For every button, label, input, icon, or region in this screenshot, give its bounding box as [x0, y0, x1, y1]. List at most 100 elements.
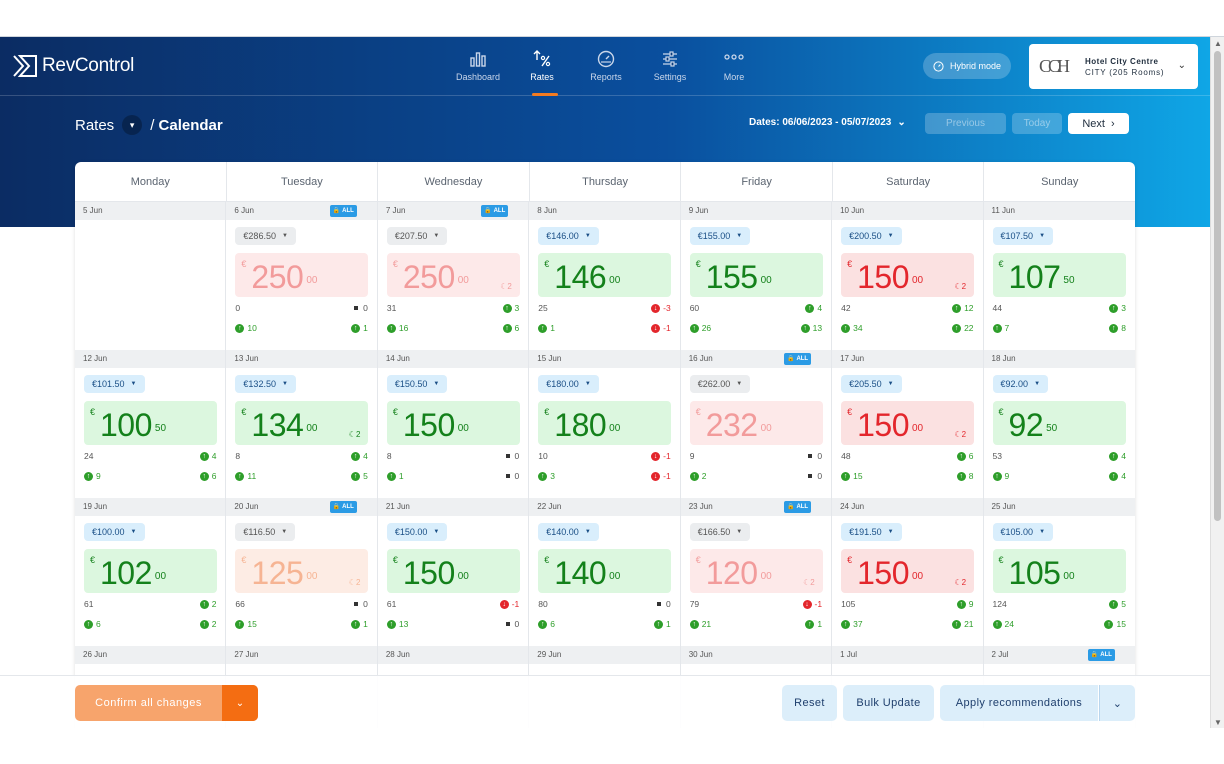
current-rate-input[interactable]: €92 50 — [992, 401, 1126, 445]
confirm-all-changes-button[interactable]: Confirm all changes ⌄ — [75, 685, 258, 721]
nav-dashboard[interactable]: Dashboard — [446, 37, 510, 96]
recommended-rate-dropdown[interactable]: €140.00 ▼ — [538, 523, 599, 541]
day-cell[interactable]: 13 Jun €132.50 ▼ €134 00 ☾2 8 ↑ 4 ↑ 11 ↑ 5 — [226, 350, 378, 498]
app-logo[interactable]: RevControl — [12, 53, 134, 79]
day-cell[interactable]: 10 Jun €200.50 ▼ €150 00 ☾2 42 ↑ 12 ↑ 34 ↑ 22 — [832, 202, 984, 350]
vertical-scrollbar[interactable]: ▲ ▼ — [1210, 37, 1224, 728]
current-rate-input[interactable]: €232 00 — [689, 401, 823, 445]
trend-up-icon: ↑ — [992, 619, 1002, 629]
day-cell[interactable]: 23 Jun 🔒 ALL €166.50 ▼ €120 00 ☾2 79 ↓ -1 ↑ 21 ↑ 1 — [680, 498, 833, 646]
current-rate-input[interactable]: €150 00 ☾2 — [841, 253, 975, 297]
bulk-update-button[interactable]: Bulk Update — [843, 685, 934, 721]
current-rate-input[interactable]: €250 00 — [235, 253, 369, 297]
scroll-thumb[interactable] — [1214, 51, 1221, 521]
current-rate-input[interactable]: €140 00 — [538, 549, 672, 593]
previous-button[interactable]: Previous — [925, 113, 1006, 134]
trend-up-icon: ↑ — [235, 323, 245, 333]
current-rate-input[interactable]: €100 50 — [84, 401, 217, 445]
current-rate-input[interactable]: €150 00 — [386, 401, 520, 445]
day-cell[interactable]: 6 Jun 🔒 ALL €286.50 ▼ €250 00 0 0 ↑ 10 ↑ 1 — [226, 202, 378, 350]
day-cell[interactable]: 17 Jun €205.50 ▼ €150 00 ☾2 48 ↑ 6 ↑ 15 ↑ 8 — [832, 350, 984, 498]
current-rate-input[interactable]: €107 50 — [992, 253, 1126, 297]
day-cell[interactable]: 12 Jun €101.50 ▼ €100 50 24 ↑ 4 ↑ 9 ↑ 6 — [75, 350, 227, 498]
trend-up-icon: ↑ — [386, 471, 396, 481]
recommended-rate-dropdown[interactable]: €100.00 ▼ — [84, 523, 145, 541]
day-cell[interactable]: 8 Jun €146.00 ▼ €146 00 25 ↓ -3 ↑ 1 ↓ -1 — [529, 202, 681, 350]
day-cell[interactable]: 22 Jun €140.00 ▼ €140 00 80 0 ↑ 6 ↑ 1 — [529, 498, 681, 646]
day-cell[interactable]: 5 Jun — [75, 202, 227, 350]
recommended-rate-dropdown[interactable]: €132.50 ▼ — [235, 375, 296, 393]
chevron-down-icon[interactable]: ⌄ — [222, 685, 258, 721]
day-cell[interactable]: 7 Jun 🔒 ALL €207.50 ▼ €250 00 ☾2 31 ↑ 3 ↑ 16 ↑ 6 — [377, 202, 530, 350]
lock-all-badge[interactable]: 🔒 ALL — [783, 353, 812, 365]
current-rate-input[interactable]: €150 00 — [386, 549, 520, 593]
day-cell[interactable]: 21 Jun €150.00 ▼ €150 00 61 ↓ -1 ↑ 13 0 — [377, 498, 530, 646]
day-cell[interactable]: 24 Jun €191.50 ▼ €150 00 ☾2 105 ↑ 9 ↑ 37 ↑ 21 — [832, 498, 984, 646]
recommended-rate-dropdown[interactable]: €116.50 ▼ — [235, 523, 296, 541]
scroll-down-icon[interactable]: ▼ — [1214, 718, 1222, 727]
breadcrumb-rates[interactable]: Rates — [75, 116, 115, 134]
chevron-down-icon[interactable]: ▾ — [122, 115, 143, 135]
current-rate-input[interactable]: €120 00 ☾2 — [689, 549, 823, 593]
day-cell[interactable]: 2 Jul 🔒 ALL — [983, 646, 1135, 728]
chevron-down-icon[interactable]: ⌄ — [1099, 685, 1135, 721]
current-rate-input[interactable]: €146 00 — [538, 253, 672, 297]
day-cell[interactable]: 9 Jun €155.00 ▼ €155 00 60 ↑ 4 ↑ 26 ↑ 13 — [680, 202, 833, 350]
day-cell[interactable]: 11 Jun €107.50 ▼ €107 50 44 ↑ 3 ↑ 7 ↑ 8 — [983, 202, 1135, 350]
recommended-rate-dropdown[interactable]: €200.50 ▼ — [841, 227, 902, 245]
day-cell[interactable]: 15 Jun €180.00 ▼ €180 00 10 ↓ -1 ↑ 3 ↓ -1 — [529, 350, 681, 498]
current-rate-input[interactable]: €102 00 — [84, 549, 217, 593]
day-cell[interactable]: 20 Jun 🔒 ALL €116.50 ▼ €125 00 ☾2 66 0 ↑ 15 ↑ 1 — [226, 498, 378, 646]
current-rate-input[interactable]: €155 00 — [689, 253, 823, 297]
pickup-change: 5 — [363, 471, 368, 481]
recommended-rate-dropdown[interactable]: €262.00 ▼ — [689, 375, 751, 393]
recommended-rate-dropdown[interactable]: €107.50 ▼ — [992, 227, 1054, 245]
nav-reports[interactable]: Reports — [574, 37, 638, 96]
recommended-rate-dropdown[interactable]: €207.50 ▼ — [386, 227, 448, 245]
current-rate-input[interactable]: €105 00 — [992, 549, 1126, 593]
day-cell[interactable]: 18 Jun €92.00 ▼ €92 50 53 ↑ 4 ↑ 9 ↑ 4 — [983, 350, 1135, 498]
recommended-rate-dropdown[interactable]: €166.50 ▼ — [689, 523, 751, 541]
hotel-selector[interactable]: CCH Hotel City Centre CITY (205 Rooms) ⌄ — [1029, 44, 1198, 89]
recommended-rate-dropdown[interactable]: €101.50 ▼ — [84, 375, 145, 393]
date-range-selector[interactable]: Dates: 06/06/2023 - 05/07/2023 ⌄ — [749, 117, 906, 128]
scroll-up-icon[interactable]: ▲ — [1214, 39, 1222, 48]
lock-all-badge[interactable]: 🔒 ALL — [329, 501, 357, 513]
recommended-rate-dropdown[interactable]: €150.00 ▼ — [386, 523, 448, 541]
recommended-rate-dropdown[interactable]: €180.00 ▼ — [538, 375, 599, 393]
nav-more[interactable]: More — [702, 37, 766, 96]
current-rate-input[interactable]: €125 00 ☾2 — [235, 549, 369, 593]
next-button[interactable]: Next › — [1068, 113, 1129, 134]
recommended-rate-dropdown[interactable]: €205.50 ▼ — [841, 375, 902, 393]
cell-date: 14 Jun — [377, 350, 529, 368]
current-rate-input[interactable]: €250 00 ☾2 — [386, 253, 520, 297]
recommended-rate-dropdown[interactable]: €146.00 ▼ — [538, 227, 599, 245]
cell-date: 28 Jun — [377, 646, 529, 664]
moon-icon: ☾ — [954, 430, 962, 439]
lock-all-badge[interactable]: 🔒 ALL — [1087, 649, 1115, 661]
recommended-rate-dropdown[interactable]: €286.50 ▼ — [235, 227, 296, 245]
day-cell[interactable]: 14 Jun €150.50 ▼ €150 00 8 0 ↑ 1 0 — [377, 350, 530, 498]
lock-all-badge[interactable]: 🔒 ALL — [329, 205, 357, 217]
recommended-rate-dropdown[interactable]: €105.00 ▼ — [992, 523, 1054, 541]
reset-button[interactable]: Reset — [782, 685, 837, 721]
nav-settings[interactable]: Settings — [638, 37, 702, 96]
current-rate-input[interactable]: €134 00 ☾2 — [235, 401, 369, 445]
current-rate-input[interactable]: €150 00 ☾2 — [841, 401, 975, 445]
rate-integer: 140 — [554, 555, 607, 591]
current-rate-input[interactable]: €180 00 — [538, 401, 672, 445]
lock-all-badge[interactable]: 🔒 ALL — [481, 205, 509, 217]
recommended-rate-dropdown[interactable]: €150.50 ▼ — [386, 375, 448, 393]
today-button[interactable]: Today — [1012, 113, 1062, 134]
apply-recommendations-button[interactable]: Apply recommendations — [940, 685, 1098, 721]
recommended-rate-dropdown[interactable]: €155.00 ▼ — [689, 227, 751, 245]
recommended-rate-dropdown[interactable]: €191.50 ▼ — [841, 523, 902, 541]
recommended-rate-dropdown[interactable]: €92.00 ▼ — [992, 375, 1049, 393]
hybrid-mode-button[interactable]: Hybrid mode — [923, 53, 1011, 79]
day-cell[interactable]: 25 Jun €105.00 ▼ €105 00 124 ↑ 5 ↑ 24 ↑ 15 — [983, 498, 1135, 646]
day-cell[interactable]: 19 Jun €100.00 ▼ €102 00 61 ↑ 2 ↑ 6 ↑ 2 — [75, 498, 227, 646]
current-rate-input[interactable]: €150 00 ☾2 — [841, 549, 975, 593]
day-cell[interactable]: 16 Jun 🔒 ALL €262.00 ▼ €232 00 9 0 ↑ 2 0 — [680, 350, 833, 498]
lock-all-badge[interactable]: 🔒 ALL — [783, 501, 812, 513]
nav-rates[interactable]: Rates — [510, 37, 574, 96]
